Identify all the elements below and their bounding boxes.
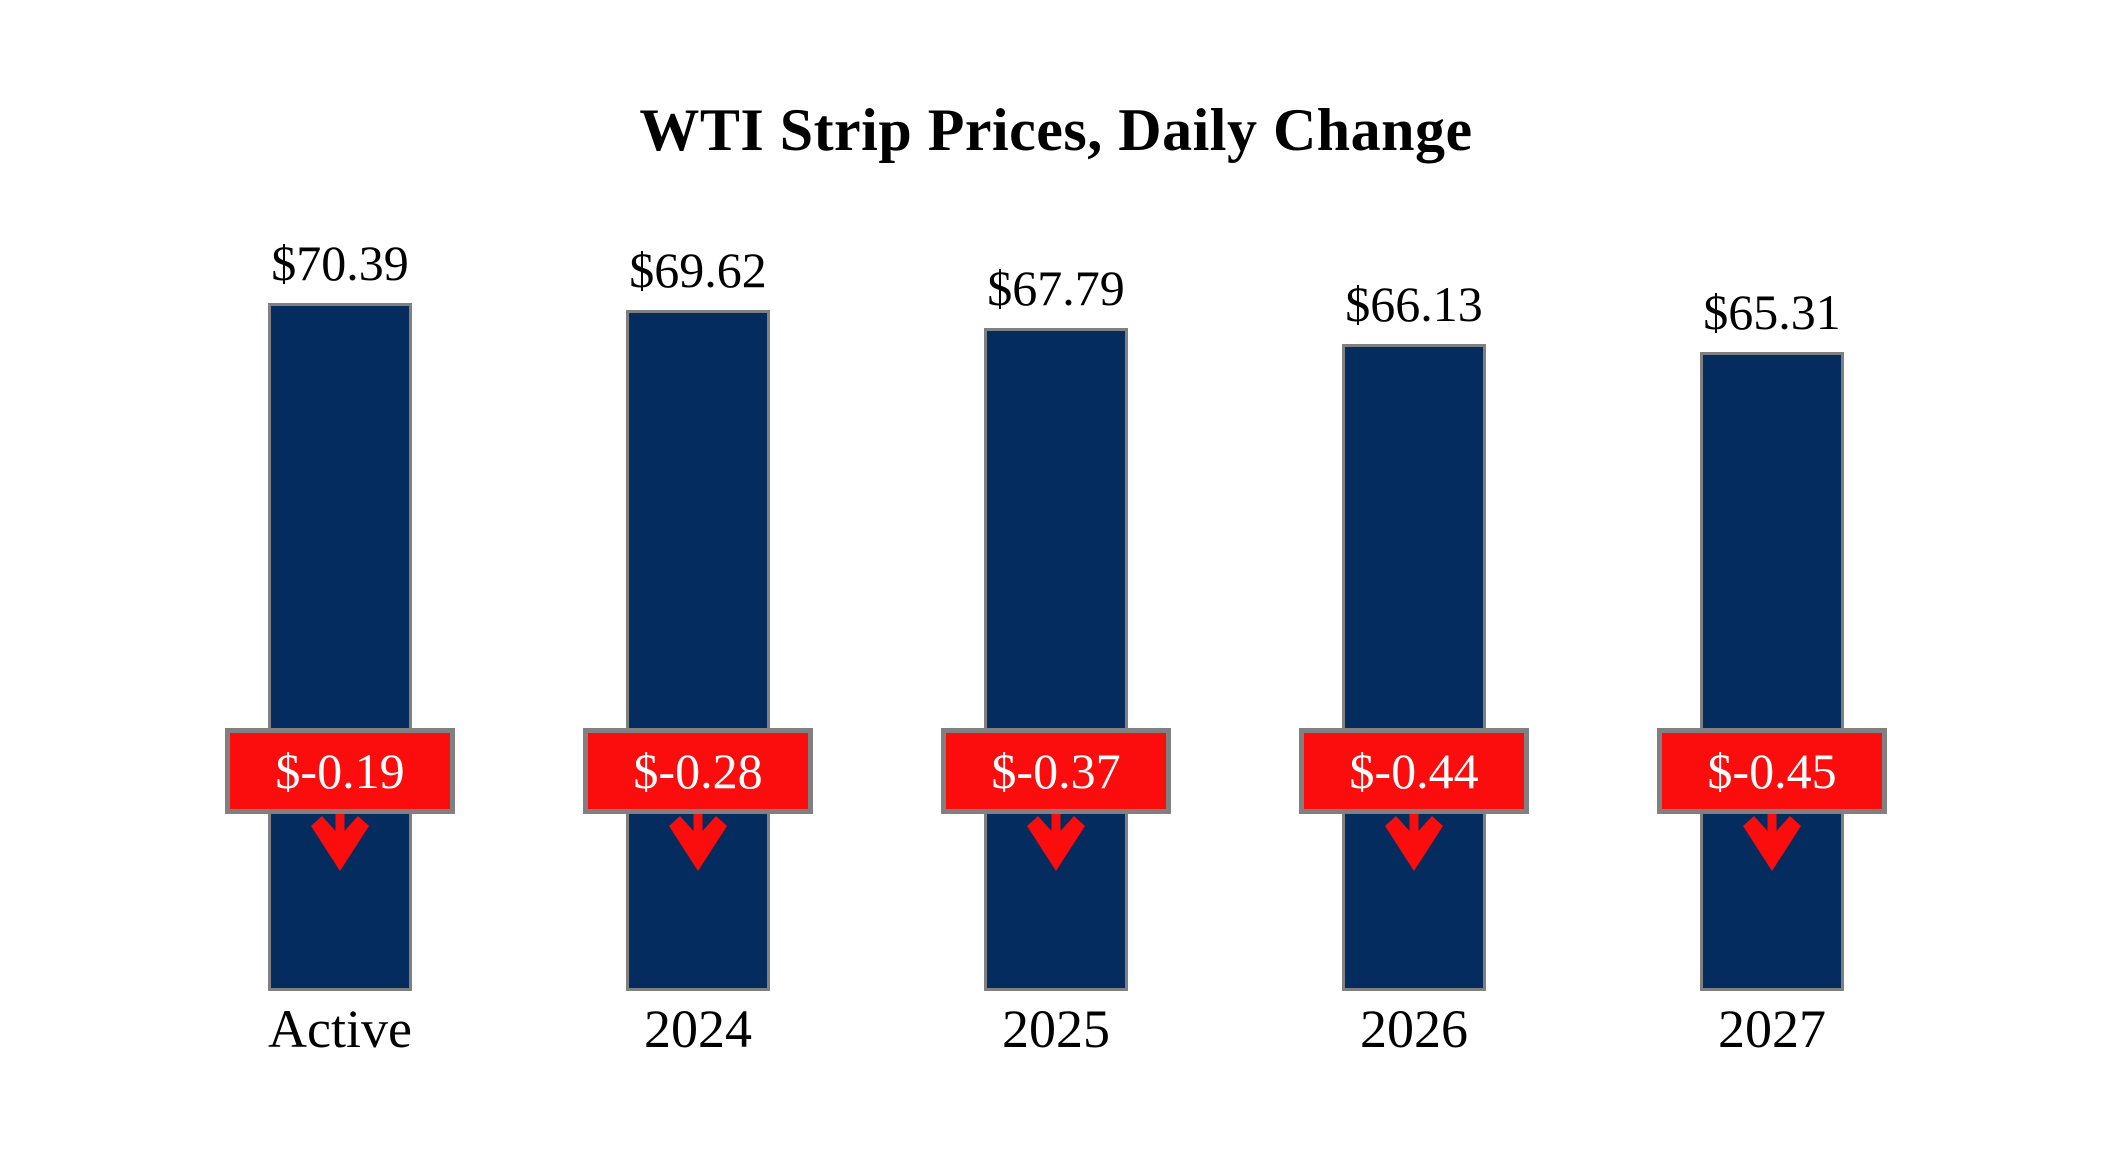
category-label: 2025 — [1002, 999, 1110, 1059]
down-arrow-icon — [669, 812, 727, 871]
category-label: 2026 — [1360, 999, 1468, 1059]
price-bar — [268, 303, 412, 991]
category-label: 2024 — [644, 999, 752, 1059]
down-arrow-icon — [1743, 812, 1801, 871]
daily-change-box: $-0.37 — [941, 728, 1171, 814]
chart-title: WTI Strip Prices, Daily Change — [639, 97, 1473, 163]
daily-change-box: $-0.19 — [225, 728, 455, 814]
price-label: $67.79 — [987, 260, 1125, 316]
category-label: 2027 — [1718, 999, 1826, 1059]
bar-column: $69.62 $-0.28 2024 — [519, 0, 877, 1152]
bar-column: $65.31 $-0.45 2027 — [1593, 0, 1951, 1152]
down-arrow-icon — [1027, 812, 1085, 871]
price-bar — [626, 310, 770, 991]
price-label: $69.62 — [629, 242, 767, 298]
daily-change-box: $-0.28 — [583, 728, 813, 814]
bar-column: $70.39 $-0.19 Active — [161, 0, 519, 1152]
price-label: $70.39 — [271, 235, 409, 291]
bar-column: $66.13 $-0.44 2026 — [1235, 0, 1593, 1152]
price-bar — [1342, 344, 1486, 991]
daily-change-box: $-0.44 — [1299, 728, 1529, 814]
price-bar — [1700, 352, 1844, 991]
price-label: $66.13 — [1345, 276, 1483, 332]
down-arrow-icon — [311, 812, 369, 871]
bar-column: $67.79 $-0.37 2025 — [877, 0, 1235, 1152]
price-label: $65.31 — [1703, 284, 1841, 340]
daily-change-box: $-0.45 — [1657, 728, 1887, 814]
price-bar — [984, 328, 1128, 991]
down-arrow-icon — [1385, 812, 1443, 871]
category-label: Active — [268, 999, 412, 1059]
